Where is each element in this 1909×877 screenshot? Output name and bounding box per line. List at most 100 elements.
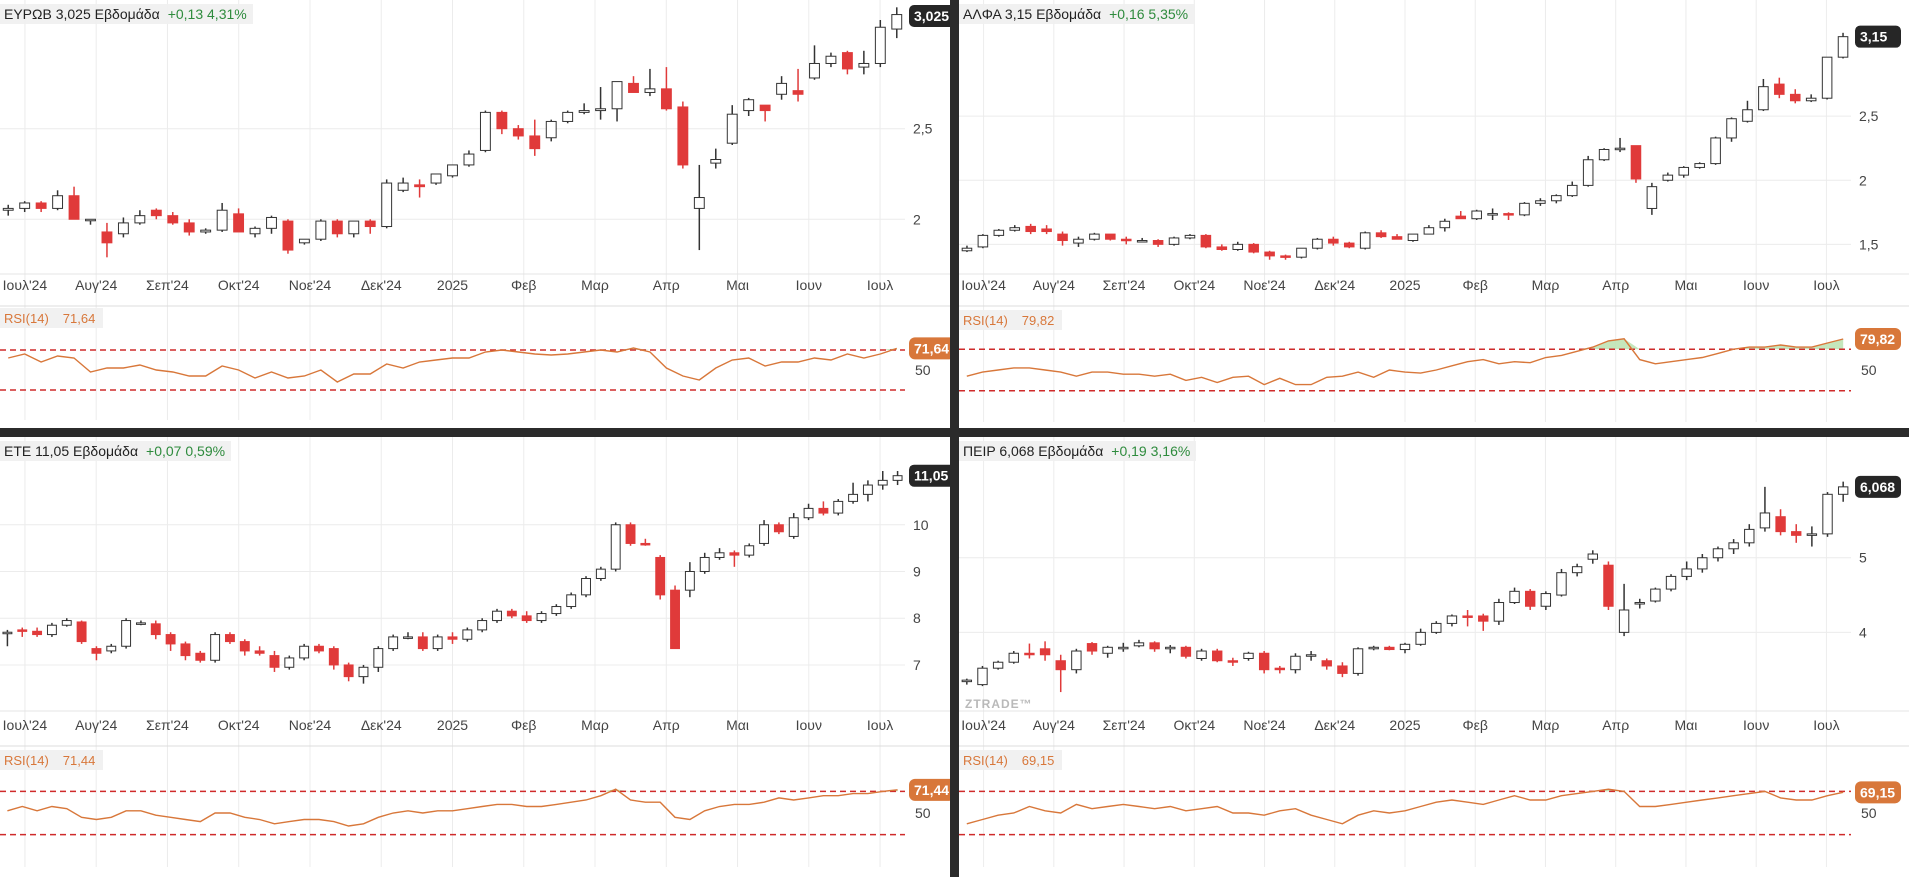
candle bbox=[848, 482, 859, 504]
candle bbox=[818, 501, 829, 516]
candle-body bbox=[121, 620, 132, 647]
candle bbox=[249, 226, 261, 238]
panel-svg[interactable]: 2 2,5 3,025 Ιουλ'24 Αυγ'24 Σεπ'24 Οκτ'24 Νοε'24… bbox=[0, 0, 950, 428]
panel-alfa: 1,5 2 2,5 3,15 Ιουλ'24 Αυγ'24 Σεπ'24 Οκτ'24 Νοε'… bbox=[959, 0, 1909, 428]
candle bbox=[610, 522, 621, 572]
candle-body bbox=[200, 229, 212, 233]
candle bbox=[858, 50, 870, 75]
candle-body bbox=[68, 195, 80, 220]
candle bbox=[1359, 231, 1371, 250]
symbol-title[interactable]: ΕΥΡΩΒ 3,025 Εβδομάδα bbox=[4, 6, 160, 22]
candle bbox=[693, 164, 705, 251]
candle bbox=[1200, 234, 1212, 249]
time-axis-label: Ιουλ'24 bbox=[3, 277, 48, 293]
panel-svg[interactable]: 1,5 2 2,5 3,15 Ιουλ'24 Αυγ'24 Σεπ'24 Οκτ'24 Νοε'… bbox=[959, 0, 1909, 428]
candle bbox=[314, 643, 324, 654]
current-price-tag: 3,025 bbox=[909, 5, 950, 27]
candle-body bbox=[432, 636, 443, 650]
candle-body bbox=[1290, 655, 1301, 671]
rsi-value: 71,64 bbox=[62, 310, 96, 326]
candle bbox=[1556, 568, 1567, 597]
candle bbox=[776, 76, 788, 100]
candle-body bbox=[1248, 243, 1259, 253]
candle-body bbox=[566, 594, 577, 608]
candle-body bbox=[1540, 593, 1552, 607]
candle-body bbox=[1493, 602, 1505, 622]
candle bbox=[432, 634, 443, 651]
candle bbox=[1328, 236, 1339, 246]
candle-body bbox=[1009, 227, 1021, 231]
rsi-label[interactable]: RSI(14) 79,82 bbox=[959, 310, 1063, 330]
candle-body bbox=[1243, 652, 1254, 659]
candle bbox=[479, 110, 491, 153]
candle-body bbox=[1742, 109, 1753, 122]
candle-body bbox=[1423, 227, 1435, 235]
candle bbox=[358, 664, 369, 684]
candle-body bbox=[183, 222, 195, 233]
rsi-label[interactable]: RSI(14) 69,15 bbox=[959, 750, 1063, 770]
candle-body bbox=[2, 207, 14, 211]
candle bbox=[1805, 94, 1817, 103]
candle-body bbox=[1662, 174, 1674, 181]
rsi-axis-label: 50 bbox=[1861, 805, 1877, 821]
candle-body bbox=[1694, 163, 1705, 168]
rsi-tag-bg bbox=[909, 778, 950, 801]
candle-body bbox=[19, 202, 31, 209]
candle bbox=[447, 164, 458, 178]
candle-body bbox=[61, 620, 72, 626]
time-axis-label: Απρ bbox=[653, 277, 680, 293]
panel-svg[interactable]: 4 5 6,068 Ιουλ'24 Αυγ'24 Σεπ'24 Οκτ'24 Νοε'24 Δε… bbox=[959, 437, 1909, 877]
rsi-value-tag: 71,64 bbox=[909, 337, 950, 360]
candle bbox=[595, 566, 606, 581]
candle-body bbox=[85, 218, 96, 222]
candle bbox=[210, 632, 221, 663]
time-axis-label: Σεπ'24 bbox=[146, 717, 189, 733]
candle-body bbox=[1196, 650, 1207, 659]
candle-body bbox=[710, 158, 722, 164]
time-axis-label: Νοε'24 bbox=[1243, 277, 1286, 293]
candle bbox=[1837, 32, 1849, 59]
time-axis-label: Μαι bbox=[1675, 717, 1698, 733]
candle bbox=[714, 548, 725, 560]
candle bbox=[1806, 526, 1818, 547]
candle bbox=[1165, 645, 1176, 654]
candle-body bbox=[545, 120, 557, 139]
candle-body bbox=[479, 111, 491, 151]
candle bbox=[19, 201, 31, 213]
candle-body bbox=[521, 615, 532, 622]
rsi-tag-bg bbox=[909, 337, 950, 360]
candle-body bbox=[677, 106, 689, 166]
candle-body bbox=[1509, 590, 1520, 604]
candle bbox=[85, 218, 96, 225]
panel-svg[interactable]: 7 8 9 10 11,05 Ιουλ'24 Αυγ'24 Σεπ'24 Οκτ'24 Νοε'2… bbox=[0, 437, 950, 877]
rsi-label[interactable]: RSI(14) 71,44 bbox=[0, 750, 104, 770]
candle bbox=[1025, 223, 1036, 235]
candle-body bbox=[388, 636, 399, 650]
candle bbox=[640, 538, 651, 546]
rsi-label[interactable]: RSI(14) 71,64 bbox=[0, 308, 104, 328]
candle-body bbox=[1582, 159, 1594, 186]
time-axis-label: Οκτ'24 bbox=[1173, 717, 1215, 733]
candle-body bbox=[726, 113, 738, 144]
candle bbox=[1120, 236, 1132, 245]
candle-body bbox=[447, 164, 458, 177]
candle-body bbox=[1634, 602, 1645, 605]
candle bbox=[595, 87, 607, 120]
candle-body bbox=[1551, 195, 1562, 202]
time-axis-label: Φεβ bbox=[1463, 277, 1488, 293]
time-axis-label: Μαρ bbox=[1532, 717, 1560, 733]
symbol-title[interactable]: ΑΛΦΑ 3,15 Εβδομάδα bbox=[963, 6, 1101, 22]
interval-label: Εβδομάδα bbox=[73, 443, 139, 459]
symbol-name: ΕΤΕ bbox=[4, 443, 32, 459]
symbol-title[interactable]: ΠΕΙΡ 6,068 Εβδομάδα bbox=[963, 443, 1103, 459]
candle bbox=[2, 629, 13, 647]
candle bbox=[239, 639, 250, 656]
time-axis-label: Μαι bbox=[1675, 277, 1698, 293]
candle-body bbox=[1391, 236, 1403, 240]
symbol-title[interactable]: ΕΤΕ 11,05 Εβδομάδα bbox=[4, 443, 138, 459]
candle bbox=[1446, 614, 1458, 627]
candle bbox=[1503, 212, 1514, 220]
candle bbox=[1415, 628, 1426, 646]
candle bbox=[1712, 546, 1724, 562]
time-axis-label: 2025 bbox=[437, 277, 468, 293]
